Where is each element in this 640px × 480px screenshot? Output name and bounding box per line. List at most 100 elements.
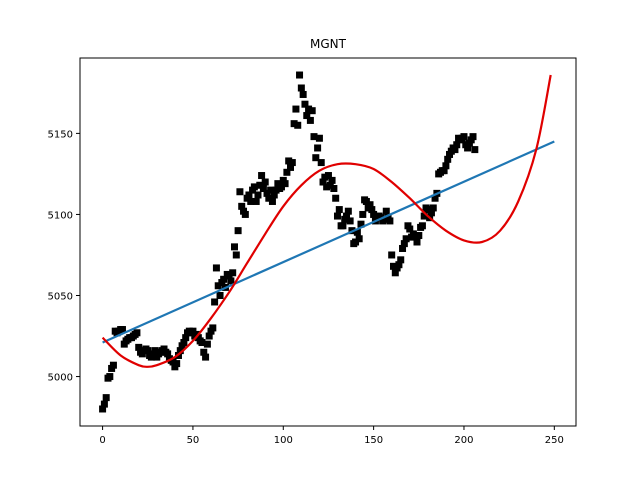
plot-area: 0 50 100 150 200 250 5000 5050 5100 5150 (48, 57, 577, 446)
data-point (346, 217, 354, 225)
data-point (390, 262, 398, 270)
data-point (258, 172, 266, 180)
data-point (227, 277, 235, 285)
data-point (312, 154, 320, 162)
data-point (451, 146, 459, 154)
data-point (335, 206, 343, 214)
data-point (220, 275, 228, 283)
data-point (306, 116, 314, 124)
data-point (330, 185, 338, 193)
data-point (442, 162, 450, 170)
data-point (319, 178, 327, 186)
data-point (144, 347, 152, 355)
data-point (265, 194, 273, 202)
data-point (225, 272, 233, 280)
polynomial-fit-line (101, 74, 552, 368)
data-point (263, 189, 271, 197)
data-point (277, 183, 285, 191)
x-tick-label: 250 (545, 435, 564, 446)
data-point (400, 240, 408, 248)
data-point (176, 347, 184, 355)
data-point (399, 244, 407, 252)
data-point (267, 186, 275, 194)
data-point (339, 222, 347, 230)
data-point (151, 347, 159, 355)
data-point (314, 144, 322, 152)
data-point (332, 194, 340, 202)
data-point (99, 405, 107, 413)
data-point (203, 340, 211, 348)
data-point (274, 180, 282, 188)
data-point (281, 180, 289, 188)
data-point (352, 238, 360, 246)
data-point (200, 348, 208, 356)
data-point (182, 334, 190, 342)
data-point (370, 210, 378, 218)
data-point (285, 157, 293, 165)
data-point (303, 112, 311, 120)
data-point (270, 191, 278, 199)
data-point (380, 215, 388, 223)
data-point (343, 212, 351, 220)
data-point (406, 225, 414, 233)
data-point (418, 222, 426, 230)
data-point (254, 191, 262, 199)
data-point (444, 155, 452, 163)
data-point (189, 327, 197, 335)
data-point (241, 210, 249, 218)
data-point (469, 133, 477, 141)
data-point (212, 264, 220, 272)
data-point (173, 360, 181, 368)
x-tick-label: 150 (364, 435, 383, 446)
data-point (234, 227, 242, 235)
data-point (288, 159, 296, 167)
data-point (395, 261, 403, 269)
data-point (310, 133, 318, 141)
data-point (333, 212, 341, 220)
y-tick-label: 5150 (48, 129, 73, 140)
linear-fit-line (102, 140, 555, 344)
data-point (460, 133, 468, 141)
data-point (359, 210, 367, 218)
data-point (440, 167, 448, 175)
data-point (301, 100, 309, 108)
data-point (431, 194, 439, 202)
data-point (453, 141, 461, 149)
data-point (368, 206, 376, 214)
data-point (464, 144, 472, 152)
data-point (326, 181, 334, 189)
data-point (252, 197, 260, 205)
data-point (382, 207, 390, 215)
data-point (198, 339, 206, 347)
data-point (209, 324, 217, 332)
data-point (256, 181, 264, 189)
data-point (402, 235, 410, 243)
x-tick-label: 200 (454, 435, 473, 446)
data-point (299, 90, 307, 98)
axes-frame (79, 57, 577, 427)
data-point (296, 71, 304, 79)
data-point (355, 235, 363, 243)
data-point (205, 332, 213, 340)
data-point (236, 188, 244, 196)
data-point (133, 329, 141, 337)
data-point (292, 105, 300, 113)
data-point (388, 251, 396, 259)
data-point (397, 256, 405, 264)
x-tick-label: 50 (187, 435, 200, 446)
data-point (230, 243, 238, 251)
data-point (323, 183, 331, 191)
data-point (357, 220, 365, 228)
data-point (324, 172, 332, 180)
data-point (202, 353, 210, 361)
data-point (305, 105, 313, 113)
data-point (411, 232, 419, 240)
data-point (247, 197, 255, 205)
data-point (321, 173, 329, 181)
chart-title: MGNT (310, 37, 347, 51)
data-point (290, 120, 298, 128)
data-point (169, 358, 177, 366)
data-point (259, 185, 267, 193)
data-point (391, 269, 399, 277)
